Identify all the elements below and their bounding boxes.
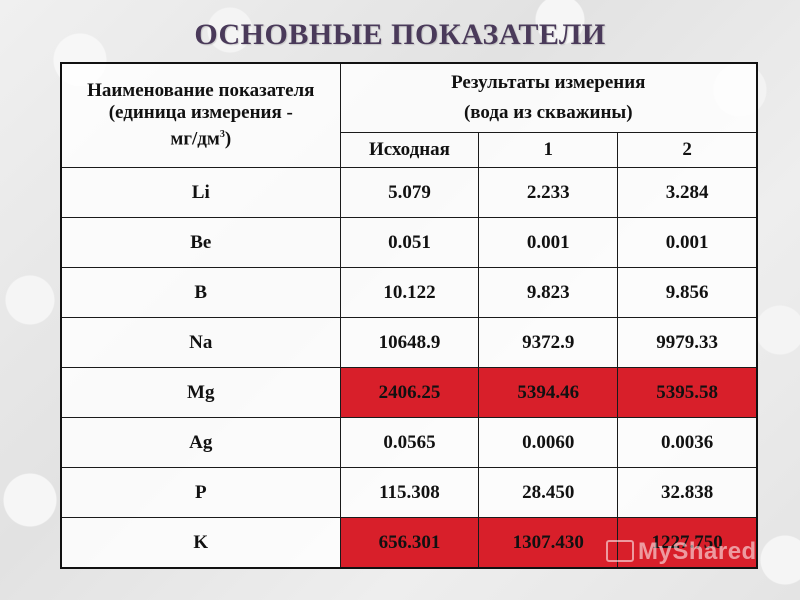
row-name-cell: P bbox=[60, 467, 341, 518]
row-name-cell: B bbox=[60, 267, 341, 318]
value-2-cell: 0.0036 bbox=[617, 417, 758, 468]
value-initial-cell: 10.122 bbox=[339, 267, 480, 318]
value-initial-cell: 115.308 bbox=[339, 467, 480, 518]
value-2-cell: 9.856 bbox=[617, 267, 758, 318]
table-row: B 10.122 9.823 9.856 bbox=[60, 267, 758, 318]
value-initial-cell: 0.051 bbox=[339, 217, 480, 268]
presentation-icon bbox=[606, 540, 634, 562]
page-title: ОСНОВНЫЕ ПОКАЗАТЕЛИ bbox=[194, 18, 606, 51]
row-name-cell: Be bbox=[60, 217, 341, 268]
watermark: MyShared bbox=[606, 538, 757, 566]
value-1-cell: 1307.430 bbox=[478, 517, 619, 569]
watermark-text: MyShared bbox=[638, 538, 757, 565]
value-initial-cell: 2406.25 bbox=[339, 367, 480, 418]
value-initial-cell: 10648.9 bbox=[339, 317, 480, 368]
row-name-cell: K bbox=[60, 517, 341, 569]
header-name-line2: (единица измерения - bbox=[108, 102, 293, 124]
value-1-cell: 9372.9 bbox=[478, 317, 619, 368]
value-1-cell: 9.823 bbox=[478, 267, 619, 318]
table-header-row: Наименование показателя (единица измерен… bbox=[60, 62, 758, 168]
header-name-line1: Наименование показателя bbox=[87, 80, 315, 102]
row-name-cell: Ag bbox=[60, 417, 341, 468]
value-2-cell: 3.284 bbox=[617, 167, 758, 218]
table-row: K 656.301 1307.430 1227.750 bbox=[60, 517, 758, 569]
indicators-table: Наименование показателя (единица измерен… bbox=[60, 62, 758, 569]
header-col-initial: Исходная bbox=[339, 132, 480, 168]
value-1-cell: 2.233 bbox=[478, 167, 619, 218]
table-row: Na 10648.9 9372.9 9979.33 bbox=[60, 317, 758, 368]
table-subheader-row: Исходная 1 2 bbox=[61, 132, 758, 168]
value-1-cell: 0.0060 bbox=[478, 417, 619, 468]
header-results: Результаты измерения (вода из скважины) bbox=[339, 62, 758, 133]
row-name-cell: Mg bbox=[60, 367, 341, 418]
header-indicator-name: Наименование показателя (единица измерен… bbox=[60, 62, 341, 168]
header-col-1: 1 bbox=[478, 132, 619, 168]
header-col-2: 2 bbox=[617, 132, 758, 168]
table-row: Li 5.079 2.233 3.284 bbox=[60, 167, 758, 218]
row-name-cell: Na bbox=[60, 317, 341, 368]
header-name-line3: мг/дм3) bbox=[62, 124, 340, 150]
header-unit: мг/дм bbox=[170, 128, 220, 150]
value-2-cell: 32.838 bbox=[617, 467, 758, 518]
value-1-cell: 5394.46 bbox=[478, 367, 619, 418]
value-2-cell: 9979.33 bbox=[617, 317, 758, 368]
value-2-cell: 0.001 bbox=[617, 217, 758, 268]
header-results-line2: (вода из скважины) bbox=[463, 102, 633, 123]
header-results-line1: Результаты измерения bbox=[451, 72, 646, 93]
value-initial-cell: 656.301 bbox=[339, 517, 480, 569]
header-unit-sup: 3 bbox=[219, 129, 225, 141]
table-row: Be 0.051 0.001 0.001 bbox=[60, 217, 758, 268]
value-initial-cell: 0.0565 bbox=[339, 417, 480, 468]
header-unit-close: ) bbox=[224, 128, 232, 150]
value-2-cell: 1227.750 bbox=[617, 517, 758, 569]
value-2-cell: 5395.58 bbox=[617, 367, 758, 418]
value-1-cell: 0.001 bbox=[478, 217, 619, 268]
row-name-cell: Li bbox=[60, 167, 341, 218]
table-row: Mg 2406.25 5394.46 5395.58 bbox=[60, 367, 758, 418]
value-initial-cell: 5.079 bbox=[339, 167, 480, 218]
table-row: P 115.308 28.450 32.838 bbox=[60, 467, 758, 518]
table-row: Ag 0.0565 0.0060 0.0036 bbox=[60, 417, 758, 468]
value-1-cell: 28.450 bbox=[478, 467, 619, 518]
